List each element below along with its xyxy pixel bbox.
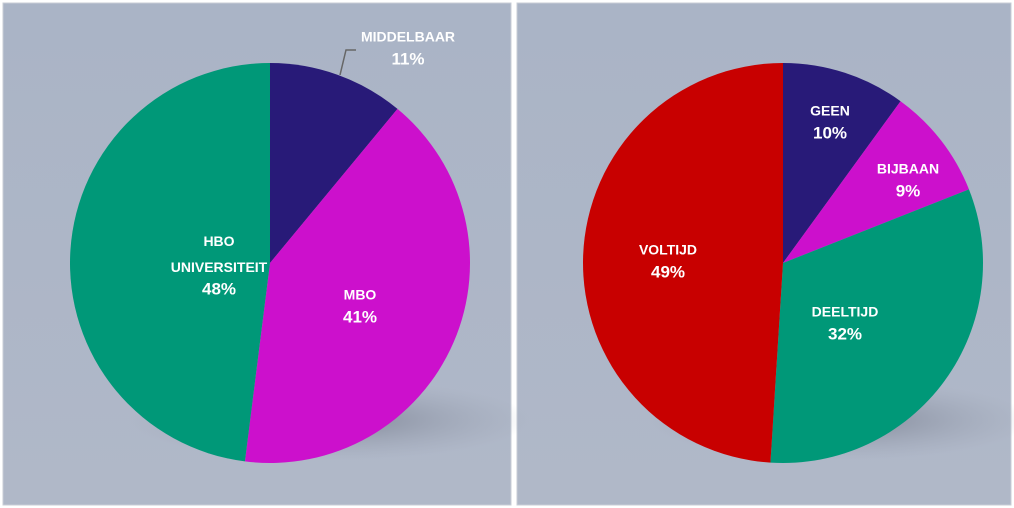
value-label: 9% (896, 181, 921, 200)
slice-label: MIDDELBAAR (361, 29, 455, 45)
slice-label: GEEN (810, 103, 850, 119)
slice-label: DEELTIJD (812, 304, 879, 320)
pie-slice (783, 101, 969, 264)
pie-slice (270, 63, 398, 263)
slice-label: BIJBAAN (877, 161, 939, 177)
value-label: 10% (813, 123, 847, 142)
pie-slice (783, 63, 901, 263)
slice-label: MBO (344, 287, 377, 303)
value-label: 48% (202, 279, 236, 298)
value-label: 11% (391, 49, 424, 68)
slice-label: HBO UNIVERSITEIT (171, 233, 268, 275)
pie-slice (244, 108, 470, 464)
slice-label: VOLTIJD (639, 242, 697, 258)
pie-slice (770, 189, 983, 463)
value-label: 32% (828, 324, 862, 343)
value-label: 41% (343, 307, 377, 326)
leader-line (339, 49, 356, 76)
pie-slice (583, 63, 783, 463)
pie-slice (70, 63, 270, 462)
value-label: 49% (651, 262, 685, 281)
